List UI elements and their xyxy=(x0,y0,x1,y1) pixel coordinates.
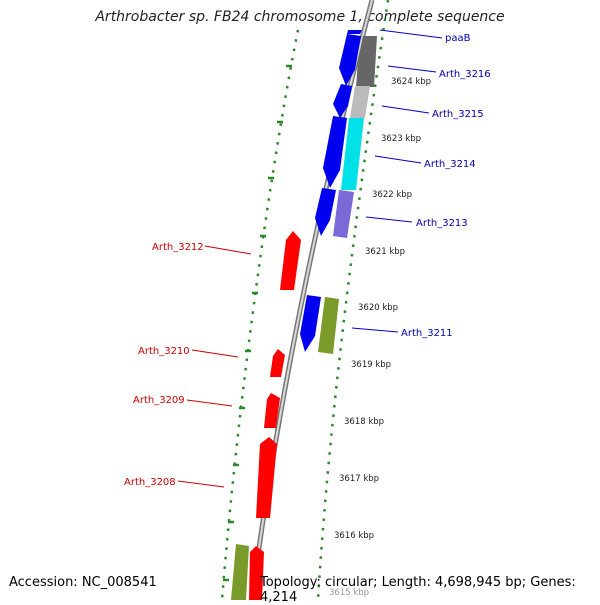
gene-blue-paaB[interactable] xyxy=(347,30,362,34)
gene-label-paaB: paaB xyxy=(445,33,471,44)
gene-blue-3211[interactable] xyxy=(300,295,321,352)
kbp-tick-label: 3616 kbp xyxy=(334,531,374,541)
kbp-tick-label: 3624 kbp xyxy=(391,77,431,87)
gene-label-arth-3208: Arth_3208 xyxy=(124,477,176,488)
gene-lightgray-3215[interactable] xyxy=(350,86,370,118)
gene-cyan-3214[interactable] xyxy=(341,118,364,190)
reverse-gene-labels[interactable]: Arth_3212 Arth_3210 Arth_3209 Arth_3208 xyxy=(124,242,204,488)
gene-label-arth-3215: Arth_3215 xyxy=(432,109,484,120)
gene-olive-next[interactable] xyxy=(231,544,249,600)
gene-label-arth-3210: Arth_3210 xyxy=(138,346,190,357)
gene-red-next[interactable] xyxy=(249,546,264,600)
gene-blue-3215[interactable] xyxy=(333,84,352,118)
gene-label-arth-3209: Arth_3209 xyxy=(133,395,185,406)
gene-olive-3211[interactable] xyxy=(318,297,339,354)
gene-lavender-3213[interactable] xyxy=(333,190,354,238)
kbp-tick-label: 3620 kbp xyxy=(358,303,398,313)
gene-blue-3216[interactable] xyxy=(339,34,361,86)
reverse-track-ticks xyxy=(223,64,292,582)
forward-gene-leaders xyxy=(351,29,443,333)
gene-red-3210[interactable] xyxy=(270,349,285,377)
gene-red-3209[interactable] xyxy=(264,393,280,428)
gene-label-arth-3214: Arth_3214 xyxy=(424,159,476,170)
kbp-tick-label: 3621 kbp xyxy=(365,247,405,257)
gene-label-arth-3212: Arth_3212 xyxy=(152,242,204,253)
map-title: Arthrobacter sp. FB24 chromosome 1, comp… xyxy=(95,9,505,25)
gene-blue-3213[interactable] xyxy=(315,188,336,236)
gene-label-arth-3211: Arth_3211 xyxy=(401,328,453,339)
forward-gene-labels[interactable]: paaB Arth_3216 Arth_3215 Arth_3214 Arth_… xyxy=(401,33,491,339)
kbp-tick-label: 3623 kbp xyxy=(381,134,421,144)
kbp-labels: 3624 kbp 3623 kbp 3622 kbp 3621 kbp 3620… xyxy=(329,77,431,598)
reverse-gene-leaders xyxy=(177,245,252,488)
kbp-tick-label: 3618 kbp xyxy=(344,417,384,427)
topology-text: Topology: circular; Length: 4,698,945 bp… xyxy=(260,575,576,605)
gene-gray-3216[interactable] xyxy=(356,36,377,87)
gene-blue-3214[interactable] xyxy=(323,116,347,188)
kbp-tick-label: 3615 kbp xyxy=(329,588,369,598)
gene-label-arth-3213: Arth_3213 xyxy=(416,218,468,229)
gene-red-3208[interactable] xyxy=(256,437,277,518)
kbp-tick-label: 3617 kbp xyxy=(339,474,379,484)
gene-label-arth-3216: Arth_3216 xyxy=(439,69,491,80)
accession-text: Accession: NC_008541 xyxy=(9,575,157,590)
kbp-tick-label: 3619 kbp xyxy=(351,360,391,370)
kbp-tick-label: 3622 kbp xyxy=(372,190,412,200)
gene-red-3212[interactable] xyxy=(280,231,301,290)
